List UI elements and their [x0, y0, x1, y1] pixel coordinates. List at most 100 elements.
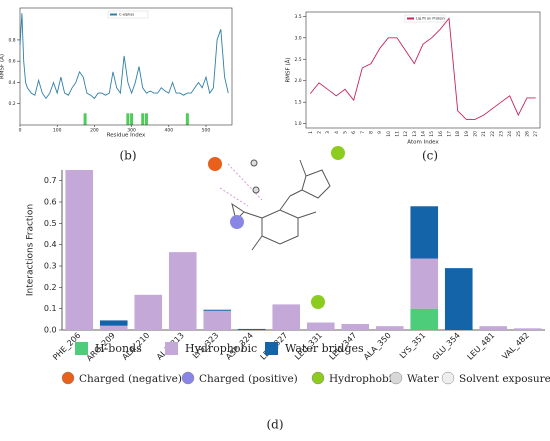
- legend-marker: [311, 371, 325, 385]
- x-tick-label: 2: [317, 131, 323, 134]
- legend-label: Hydrophobic: [185, 342, 257, 355]
- y-tick-label: 0.0: [44, 326, 57, 335]
- y-axis-label: RMSF (Å): [285, 57, 292, 82]
- x-tick-label: 12: [403, 131, 409, 137]
- water-node: [250, 159, 258, 167]
- bond: [243, 211, 263, 219]
- x-tick-label: 300: [127, 128, 136, 134]
- y-tick-label: 0.7: [44, 176, 57, 185]
- y-axis-label: RMSF (Å): [0, 54, 6, 79]
- legend-label: Lig fit on Protein: [416, 17, 445, 21]
- x-tick-label: 16: [438, 131, 444, 137]
- y-tick-label: 0.1: [44, 304, 57, 313]
- bar-segment: [203, 310, 232, 330]
- interaction: [219, 187, 249, 207]
- plot-frame: [305, 11, 541, 129]
- contact-bar: [83, 113, 87, 125]
- y-tick-label: 2.5: [294, 57, 301, 63]
- x-tick-label: 26: [525, 131, 531, 137]
- y-tick-label: 0.6: [8, 59, 15, 65]
- bar-segment: [134, 294, 163, 330]
- bond: [297, 211, 317, 219]
- x-tick-label: 20: [473, 131, 479, 137]
- legend-label: Water bridges: [285, 342, 364, 355]
- bar-segment: [444, 268, 473, 330]
- y-tick-label: 3.0: [294, 35, 301, 41]
- x-tick-label: 21: [481, 131, 487, 137]
- bar-segment: [203, 309, 232, 311]
- contact-bar: [185, 113, 189, 125]
- legend-marker: [441, 371, 455, 385]
- x-tick-label: 9: [377, 131, 383, 134]
- x-tick-label: 15: [429, 131, 435, 137]
- line: [19, 13, 229, 100]
- y-tick-label: 0.8: [8, 37, 15, 43]
- y-axis-label: Interactions Fraction: [26, 204, 36, 296]
- y-tick-label: 3.5: [294, 14, 301, 20]
- contact-bar: [144, 113, 148, 125]
- x-tick-label: 5: [343, 131, 349, 134]
- bar-segment: [513, 328, 542, 330]
- legend-swatch: [110, 13, 117, 16]
- y-tick-label: 0.4: [44, 240, 57, 249]
- bond: [299, 159, 307, 177]
- residue-node: [311, 295, 325, 309]
- legend-swatch: [265, 342, 278, 355]
- y-tick-label: 0.3: [44, 262, 57, 271]
- x-axis-label: Residue Index: [107, 133, 146, 139]
- legend-label: Charged (negative): [79, 373, 182, 385]
- x-tick-label: 4: [334, 131, 340, 134]
- x-tick-label: 200: [90, 128, 99, 134]
- contact-bar: [130, 113, 134, 125]
- x-tick-label: 23: [499, 131, 505, 137]
- x-tick-label: 22: [490, 131, 496, 137]
- x-tick-label: 24: [507, 131, 513, 137]
- bar-segment: [410, 206, 439, 259]
- bar-segment: [306, 322, 335, 330]
- x-tick-label: 1: [308, 131, 314, 134]
- ring: [301, 169, 331, 199]
- legend-marker: [181, 371, 195, 385]
- bond: [251, 235, 263, 251]
- water-node: [252, 186, 260, 194]
- x-tick-label: 27: [533, 131, 539, 137]
- bond: [279, 195, 291, 211]
- x-tick-label: 10: [386, 131, 392, 137]
- line: [309, 17, 536, 120]
- bar-segment: [99, 325, 128, 330]
- x-tick-label: 8: [369, 131, 375, 134]
- y-tick-label: 2.0: [294, 78, 301, 84]
- x-tick-label: 17: [447, 131, 453, 137]
- x-tick-label: 13: [412, 131, 418, 137]
- legend-label: Solvent exposure: [459, 373, 550, 385]
- y-tick-label: 1.0: [294, 121, 301, 127]
- legend-label: Hydrophobic: [329, 373, 398, 385]
- x-tick-label: 400: [164, 128, 173, 134]
- y-tick-label: 0.2: [8, 101, 15, 107]
- bar-segment: [99, 320, 128, 326]
- bar-segment: [479, 326, 508, 330]
- x-tick-label: 11: [395, 131, 401, 137]
- contact-bar: [141, 113, 145, 125]
- y-tick-label: 0.6: [44, 198, 57, 207]
- bar-segment: [410, 258, 439, 309]
- interaction: [227, 163, 263, 201]
- legend-label: Charged (positive): [199, 373, 298, 385]
- panel-label: (c): [422, 149, 438, 163]
- panel-label: (d): [266, 418, 283, 432]
- y-tick-label: 0.4: [8, 80, 15, 86]
- residue-node: [230, 215, 244, 229]
- bar-segment: [272, 304, 301, 330]
- legend-box: [404, 14, 446, 23]
- contact-bar: [126, 113, 130, 125]
- legend-box: [107, 10, 149, 19]
- bar-segment: [168, 252, 197, 330]
- residue-node: [208, 157, 222, 171]
- y-tick-label: 0.2: [44, 283, 57, 292]
- y-tick-label: 0.5: [44, 219, 57, 228]
- bar-segment: [375, 326, 404, 330]
- legend-marker: [61, 371, 75, 385]
- bond: [289, 189, 303, 197]
- x-tick-label: 18: [455, 131, 461, 137]
